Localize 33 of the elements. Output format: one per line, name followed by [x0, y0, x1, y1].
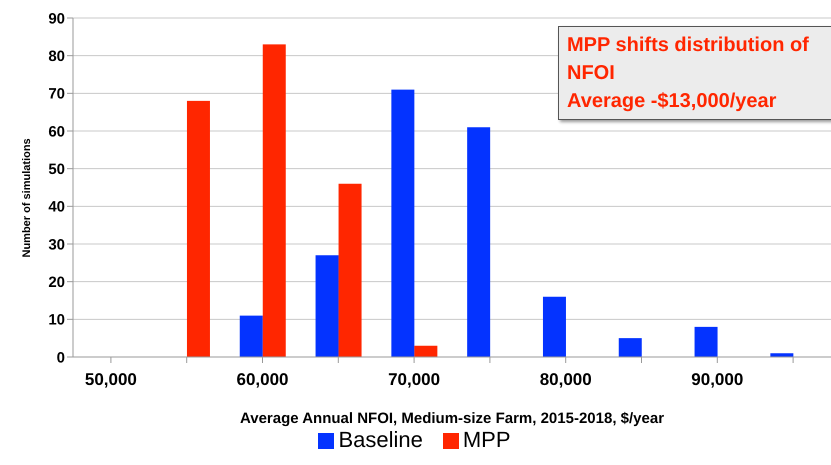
bar	[694, 326, 718, 357]
annotation: MPP shifts distribution of NFOI	[567, 33, 810, 86]
legend-label: MPP	[462, 427, 511, 452]
x-tick-label: 50,000	[84, 370, 137, 390]
bar	[618, 338, 642, 357]
y-axis-title: Number of simulations	[20, 138, 33, 258]
x-tick-label: 90,000	[691, 370, 744, 390]
x-tick-label: 70,000	[388, 370, 440, 390]
y-tick-label: 90	[48, 10, 65, 28]
bar	[414, 346, 438, 357]
bar	[262, 44, 286, 357]
annotation: Average -$13,000/year	[567, 89, 778, 114]
y-tick-label: 50	[48, 160, 65, 178]
y-tick-label: 70	[48, 86, 65, 103]
bar	[467, 127, 490, 357]
bar	[316, 255, 339, 357]
y-tick-label: 80	[48, 48, 65, 65]
y-tick-label: 0	[56, 349, 65, 366]
y-tick-label: 30	[48, 236, 65, 254]
y-tick-label: 20	[48, 274, 65, 291]
x-tick-label: 60,000	[236, 370, 288, 390]
x-tick-label: 80,000	[540, 370, 592, 390]
bar	[770, 353, 794, 357]
bar	[391, 90, 414, 357]
y-tick-label: 10	[48, 312, 65, 329]
x-axis-title: Average Annual NFOI, Medium-size Farm, 2015-2018, $/year	[240, 410, 664, 427]
legend-label: Baseline	[338, 427, 423, 452]
bar	[542, 296, 566, 357]
bar	[240, 316, 263, 357]
y-tick-label: 40	[48, 198, 65, 216]
bar	[338, 184, 362, 357]
bar	[186, 100, 210, 357]
y-tick-label: 60	[48, 123, 65, 140]
